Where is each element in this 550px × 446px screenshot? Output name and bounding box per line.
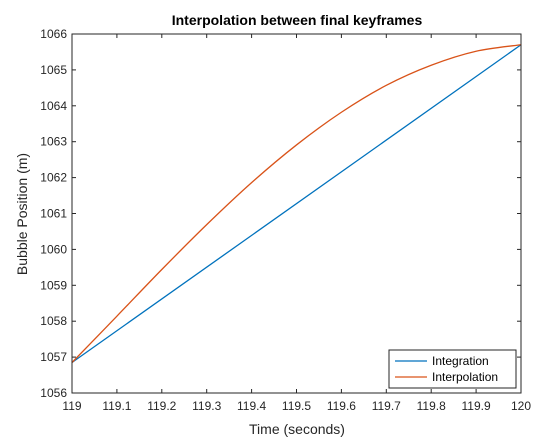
series-line-integration [71,44,522,364]
y-axis-title: Bubble Position (m) [14,153,30,275]
x-tick-label: 120 [511,399,531,413]
x-tick-label: 119.7 [372,399,401,413]
x-tick-label: 119.4 [237,399,266,413]
x-tick-label: 119.1 [102,399,131,413]
axes-box [71,33,522,394]
chart-title: Interpolation between final keyframes [172,12,423,28]
y-tick-label: 1063 [40,135,67,149]
x-tick-label: 119.5 [282,399,311,413]
x-tick-label: 119 [62,399,81,413]
series-line-interpolation [71,44,522,363]
y-tick-label: 1065 [40,63,67,77]
x-tick-label: 119.3 [192,399,221,413]
y-tick-label: 1062 [40,171,67,185]
y-tick-label: 1057 [40,350,67,364]
y-tick-label: 1066 [40,27,67,41]
y-tick-label: 1060 [40,242,67,256]
plot-area: 119 119.1 119.2 119.3 119.4 119.5 119.6 119.7 11… [40,27,531,413]
y-tick-label: 1064 [40,99,67,113]
legend-box [388,349,517,389]
axes-background [72,34,521,393]
y-tick-label: 1058 [40,314,67,328]
y-tick-label: 1056 [40,386,67,400]
x-tick-label: 119.8 [417,399,446,413]
legend-label-integration: Integration [432,354,489,368]
legend: Integration Interpolation [388,349,517,389]
x-tick-label: 119.2 [147,399,176,413]
x-tick-label: 119.6 [327,399,356,413]
x-tick-label: 119.9 [462,399,491,413]
legend-label-interpolation: Interpolation [432,370,498,384]
x-axis-title: Time (seconds) [249,421,345,437]
y-tick-label: 1061 [40,207,67,221]
y-tick-label: 1059 [40,278,67,292]
